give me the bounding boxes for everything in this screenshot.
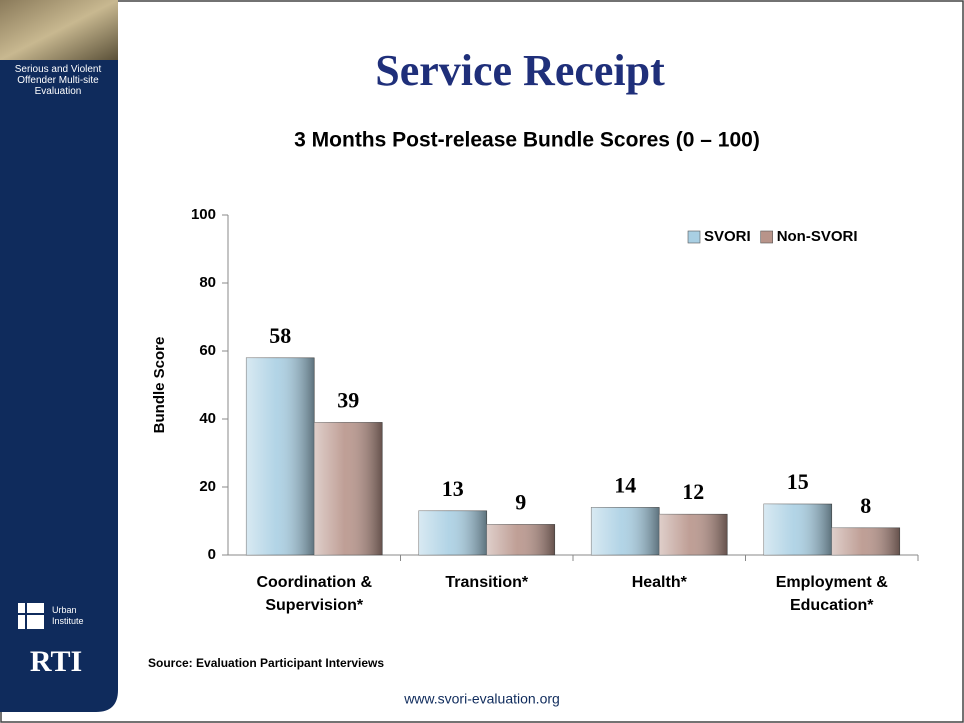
value-label: 39: [337, 387, 359, 412]
bar: [590, 507, 660, 556]
bar: [486, 524, 556, 556]
legend-label: SVORI: [704, 228, 751, 245]
slide-title: Service Receipt: [375, 46, 665, 95]
x-tick-label-line: Employment &: [776, 574, 888, 591]
sidebar-text-box: Serious and Violent Offender Multi-site …: [14, 64, 102, 97]
x-tick-label: Transition*: [445, 574, 528, 591]
urban-logo-text: Urban Institute: [52, 605, 84, 626]
y-tick-label: 80: [199, 274, 216, 291]
sidebar-photo: [0, 0, 118, 60]
x-tick-label: Employment & Education*: [776, 574, 888, 614]
y-tick-label: 20: [199, 478, 216, 495]
value-label: 14: [614, 472, 636, 497]
y-axis-label: Bundle Score: [151, 337, 168, 434]
legend-swatch: [760, 230, 773, 244]
bar: [245, 357, 315, 556]
value-label: 12: [682, 479, 704, 504]
x-tick-label-line: Coordination &: [256, 574, 372, 591]
value-label: 13: [442, 476, 464, 501]
y-tick-label: 60: [199, 342, 216, 359]
sidebar: [0, 0, 118, 712]
chart-subtitle: 3 Months Post-release Bundle Scores (0 –…: [294, 129, 760, 152]
y-tick-label: 0: [208, 546, 216, 563]
bar: [658, 513, 728, 556]
legend-label: Non-SVORI: [777, 228, 858, 245]
legend-swatch: [687, 230, 701, 244]
bar: [313, 422, 383, 556]
value-label: 9: [515, 489, 526, 514]
x-tick-label-line: Supervision*: [265, 597, 364, 614]
bar: [763, 503, 833, 556]
y-tick-label: 40: [199, 410, 216, 427]
footer-url: www.svori-evaluation.org: [403, 691, 560, 707]
urban-logo: [18, 603, 44, 629]
x-tick-label: Coordination & Supervision*: [256, 574, 372, 614]
urban-logo-lines: [18, 603, 44, 629]
value-label: 58: [269, 323, 291, 348]
x-tick-label-line: Education*: [790, 597, 874, 614]
sidebar-project: Serious and Violent Offender Multi-site …: [14, 64, 102, 97]
value-label: 15: [787, 469, 809, 494]
source-note: Source: Evaluation Participant Interview…: [148, 656, 384, 670]
x-tick-label: Health*: [632, 574, 688, 591]
bar: [831, 527, 901, 556]
bar: [418, 510, 488, 556]
value-label: 8: [860, 493, 871, 518]
rti-logo: RTI: [30, 645, 82, 678]
y-tick-label: 100: [191, 206, 216, 223]
